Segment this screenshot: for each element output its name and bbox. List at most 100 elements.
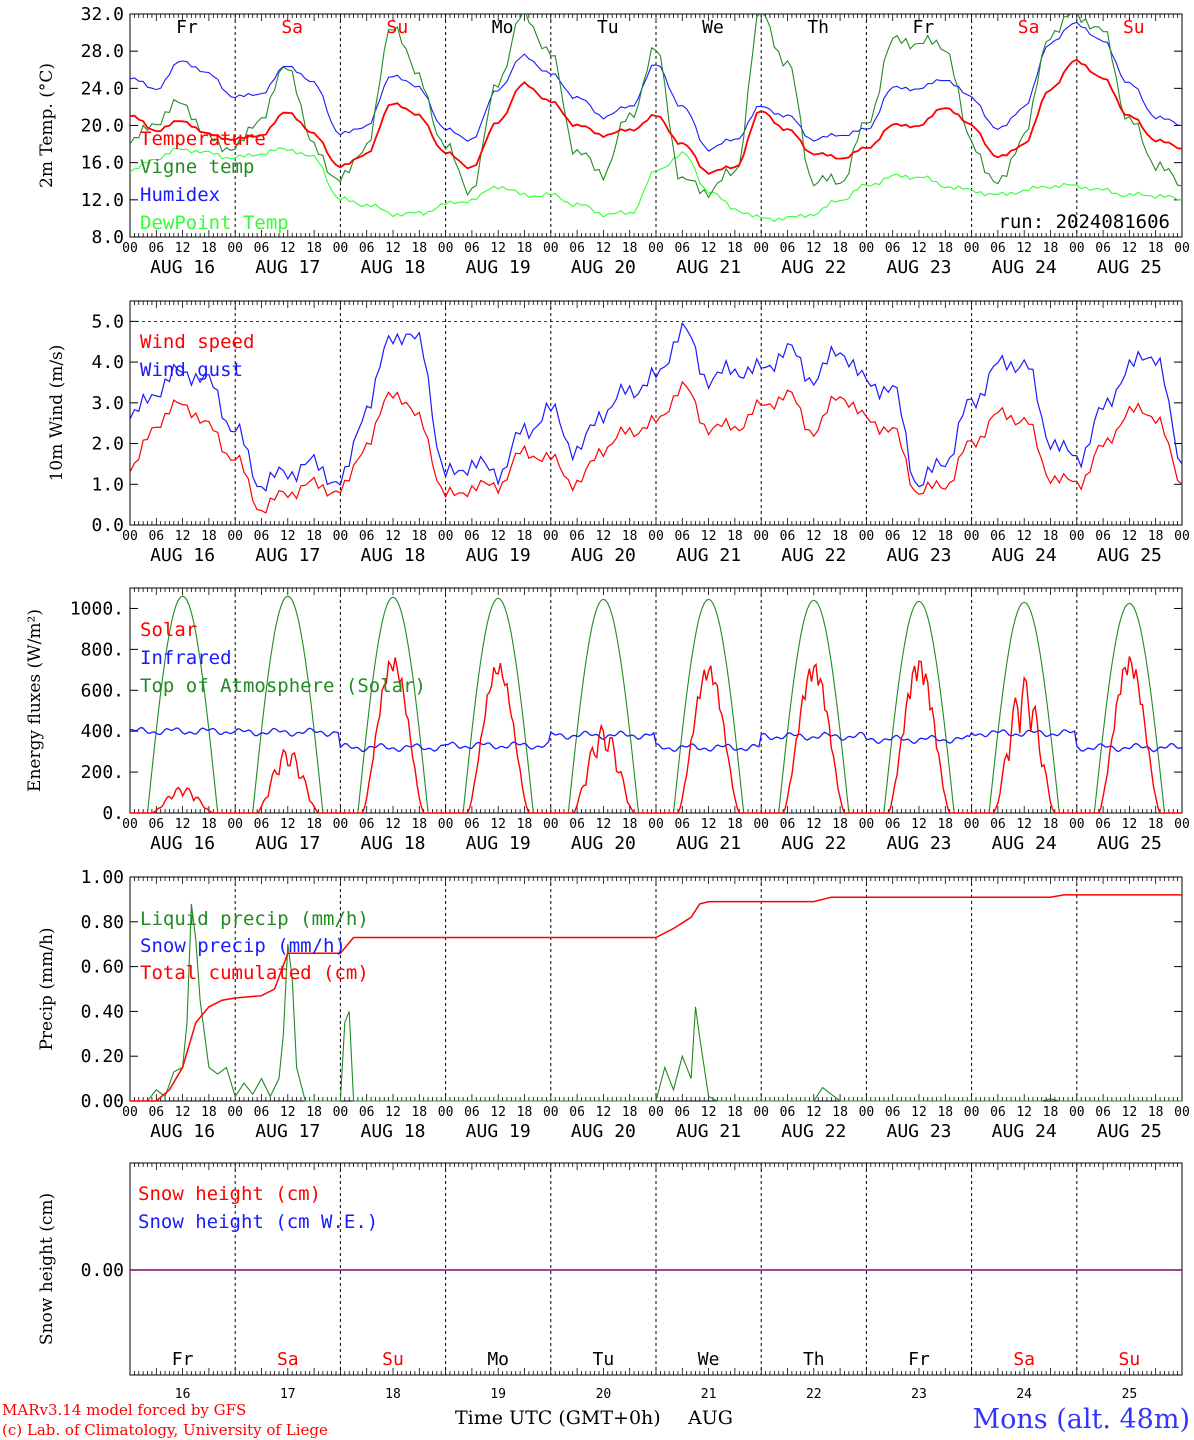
date-label: AUG 24 [992,833,1057,854]
hour-tick-label: 06 [254,529,270,544]
hour-tick-label: 00 [438,1105,454,1120]
hour-tick-label: 12 [1122,817,1138,832]
energy-panel: 00 06 12 18 00 06 12 18 00 06 12 18 00 06 12 18 00 06 12 18… [25,587,1190,854]
series-line-total-cumulated [130,894,1182,1102]
y-tick-label: 1.0 [91,474,124,495]
hour-tick-label: 18 [1043,529,1059,544]
hour-tick-label: 00 [753,1105,769,1120]
date-label: AUG 20 [571,545,636,566]
date-label: AUG 18 [360,833,425,854]
hour-tick-label: 18 [832,241,848,256]
hour-tick-label: 00 [964,241,980,256]
hour-tick-label: 06 [990,529,1006,544]
hour-tick-label: 18 [1148,1105,1164,1120]
hour-tick-label: 12 [596,241,612,256]
hour-tick-label: 12 [1122,1105,1138,1120]
date-label: AUG 23 [886,257,951,278]
hour-tick-label: 12 [175,529,191,544]
y-tick-label: 16.0 [81,153,124,174]
hour-tick-label: 00 [227,241,243,256]
y-tick-label: 4.0 [91,352,124,373]
hour-tick-label: 06 [359,529,375,544]
hour-tick-label: 12 [280,529,296,544]
hour-tick-label: 12 [175,1105,191,1120]
hour-tick-label: 06 [1095,529,1111,544]
hour-tick-label: 12 [175,817,191,832]
hour-tick-label: 18 [517,1105,533,1120]
day-number-label: 16 [175,1387,191,1402]
hour-tick-label: 18 [411,529,427,544]
day-name-label: Fr [908,1349,930,1370]
day-name-label: Su [387,17,409,38]
date-label: AUG 21 [676,833,741,854]
hour-tick-label: 06 [148,529,164,544]
day-name-label: Tu [597,17,619,38]
hour-tick-label: 00 [648,817,664,832]
day-number-label: 17 [280,1387,296,1402]
y-axis-label: Energy fluxes (W/m²) [25,609,45,792]
legend-entry: Liquid precip (mm/h) [140,908,369,930]
hour-tick-label: 12 [596,817,612,832]
day-name-label: Fr [172,1349,194,1370]
legend-entry: Total cumulated (cm) [140,962,369,984]
hour-tick-label: 12 [490,529,506,544]
hour-tick-label: 06 [569,1105,585,1120]
hour-tick-label: 18 [306,817,322,832]
y-tick-label: 2.0 [91,434,124,455]
series-line-infrared [129,726,1183,753]
hour-tick-label: 18 [517,241,533,256]
hour-tick-label: 00 [964,1105,980,1120]
hour-tick-label: 12 [1016,241,1032,256]
hour-tick-label: 00 [1069,241,1085,256]
hour-tick-label: 06 [674,241,690,256]
hour-tick-label: 00 [438,241,454,256]
series-line-vigne-temp [130,14,1182,199]
date-label: AUG 19 [466,257,531,278]
hour-tick-label: 06 [359,817,375,832]
series-line-humidex [130,21,1182,152]
y-tick-label: 0.60 [81,957,124,978]
credit-line-2: (c) Lab. of Climatology, University of L… [2,1421,328,1439]
y-tick-label: 1.00 [81,867,124,888]
series-line-liquid-precip [130,903,1182,1102]
series-line-dewpoint-temp [130,147,1182,223]
date-label: AUG 22 [781,257,846,278]
hour-tick-label: 12 [596,1105,612,1120]
hour-tick-label: 18 [517,529,533,544]
y-axis-label: Precip (mm/h) [37,927,57,1050]
hour-tick-label: 06 [148,241,164,256]
day-name-label: Th [803,1349,825,1370]
hour-tick-label: 00 [122,529,138,544]
day-name-label: We [702,17,724,38]
hour-tick-label: 06 [359,241,375,256]
legend-entry: Solar [140,619,197,641]
date-label: AUG 25 [1097,545,1162,566]
hour-tick-label: 12 [911,529,927,544]
hour-tick-label: 00 [964,817,980,832]
legend-entry: Wind gust [140,359,243,381]
hour-tick-label: 12 [596,529,612,544]
day-name-label: Sa [277,1349,299,1370]
hour-tick-label: 00 [333,1105,349,1120]
y-tick-label: 600. [81,680,124,701]
hour-tick-label: 12 [175,241,191,256]
hour-tick-label: 06 [148,1105,164,1120]
hour-tick-label: 06 [885,817,901,832]
hour-tick-label: 00 [543,817,559,832]
hour-tick-label: 12 [490,241,506,256]
hour-tick-label: 12 [280,817,296,832]
y-tick-label: 0.00 [81,1091,124,1112]
y-tick-label: 800. [81,639,124,660]
plot-frame [129,300,1183,526]
hour-tick-label: 18 [622,529,638,544]
hour-tick-label: 18 [832,1105,848,1120]
y-tick-label: 0.20 [81,1046,124,1067]
hour-tick-label: 18 [1148,817,1164,832]
date-label: AUG 17 [255,833,320,854]
hour-tick-label: 00 [859,817,875,832]
date-label: AUG 23 [886,1121,951,1142]
hour-tick-label: 12 [911,1105,927,1120]
credit-line-1: MARv3.14 model forced by GFS [2,1401,246,1419]
hour-tick-label: 12 [701,241,717,256]
y-tick-label: 24.0 [81,78,124,99]
